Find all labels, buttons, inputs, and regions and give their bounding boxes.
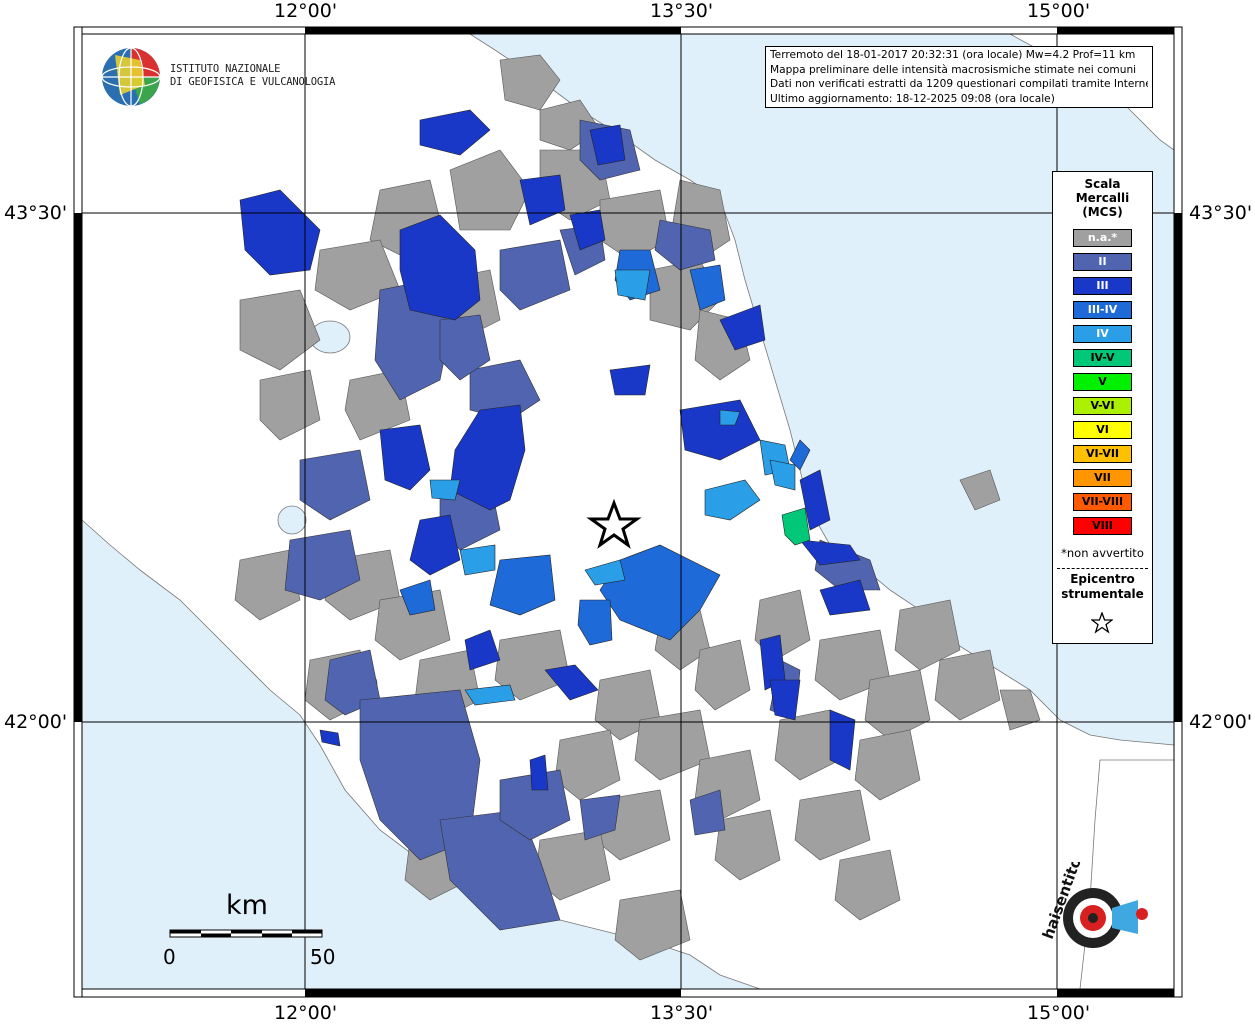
lon-label-12-bottom: 12°00' — [274, 1002, 338, 1024]
ingv-globe-logo — [101, 47, 161, 107]
lon-label-15-bottom: 15°00' — [1027, 1002, 1091, 1024]
lat-label-43-30: 43°30' — [4, 202, 68, 224]
intensity-iii-municipalities — [239, 109, 871, 791]
intensity-legend: Scala Mercalli (MCS) n.a.* II III III-IV IV I… — [1052, 171, 1153, 644]
lake-bolsena — [277, 505, 307, 535]
frame-ticks — [73, 26, 1183, 998]
epicenter-star — [586, 498, 642, 549]
event-info-box: Terremoto del 18-01-2017 20:32:31 (ora l… — [765, 46, 1153, 108]
legend-title-line2: Mercalli — [1075, 191, 1130, 205]
lat-label-42: 42°00' — [4, 711, 68, 733]
legend-note: *non avvertito — [1061, 546, 1144, 560]
intensity-iv-v-municipalities — [781, 507, 811, 546]
legend-item-n-a: n.a.* — [1073, 229, 1132, 247]
legend-epicenter-label: Epicentro strumentale — [1053, 572, 1152, 602]
institute-line2: DI GEOFISICA E VULCANOLOGIA — [170, 76, 336, 88]
legend-item-vi-vii: VI-VII — [1073, 445, 1132, 463]
info-line2: Mappa preliminare delle intensità macros… — [770, 63, 1137, 76]
lon-label-13-30-bottom: 13°30' — [650, 1002, 714, 1024]
legend-item-vii-viii: VII-VIII — [1073, 493, 1132, 511]
lon-label-12: 12°00' — [274, 0, 338, 22]
intensity-iv-municipalities — [429, 269, 796, 706]
legend-item-iii: III — [1073, 277, 1132, 295]
legend-item-iii-iv: III-IV — [1073, 301, 1132, 319]
scale-bar — [169, 929, 323, 938]
lat-label-42-right: 42°00' — [1189, 711, 1253, 733]
legend-title: Scala Mercalli (MCS) — [1053, 177, 1152, 219]
scale-min-label: 0 — [163, 945, 176, 969]
intensity-iii-iv-municipalities — [399, 249, 811, 646]
legend-item-v-vi: V-VI — [1073, 397, 1132, 415]
legend-title-line1: Scala — [1084, 177, 1121, 191]
legend-item-ii: II — [1073, 253, 1132, 271]
lon-label-15: 15°00' — [1027, 0, 1091, 22]
legend-star-icon — [1091, 612, 1113, 634]
legend-separator — [1057, 568, 1148, 569]
ingv-institute-name: ISTITUTO NAZIONALE DI GEOFISICA E VULCAN… — [170, 63, 335, 89]
institute-line1: ISTITUTO NAZIONALE — [170, 63, 281, 75]
lon-label-13-30: 13°30' — [650, 0, 714, 22]
legend-item-iv: IV — [1073, 325, 1132, 343]
legend-title-line3: (MCS) — [1082, 205, 1123, 219]
legend-item-vii: VII — [1073, 469, 1132, 487]
scale-max-label: 50 — [310, 945, 336, 969]
epicenter-line1: Epicentro — [1070, 572, 1135, 586]
info-line1: Terremoto del 18-01-2017 20:32:31 (ora l… — [770, 49, 1136, 61]
scale-unit: km — [226, 890, 268, 921]
haisentito-logo: haisentitoilterremoto.it — [1039, 862, 1148, 948]
info-line4: Ultimo aggiornamento: 18-12-2025 09:08 (… — [770, 92, 1055, 105]
epicenter-line2: strumentale — [1061, 587, 1144, 601]
legend-item-iv-v: IV-V — [1073, 349, 1132, 367]
info-line3: Dati non verificati estratti da 1209 que… — [770, 78, 1148, 90]
legend-item-viii: VIII — [1073, 517, 1132, 535]
legend-item-vi: VI — [1073, 421, 1132, 439]
legend-item-v: V — [1073, 373, 1132, 391]
lat-label-43-30-right: 43°30' — [1189, 202, 1253, 224]
